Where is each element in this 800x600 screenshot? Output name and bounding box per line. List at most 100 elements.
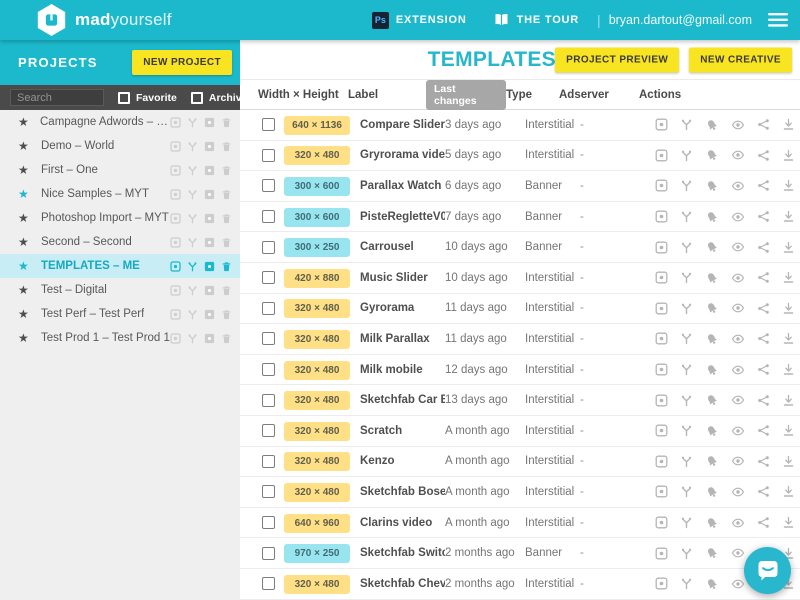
share-icon[interactable] [757, 118, 770, 131]
frame-settings-icon[interactable] [655, 118, 668, 131]
eye-icon[interactable] [731, 332, 745, 346]
share-icon[interactable] [757, 424, 770, 437]
table-row[interactable]: 320 × 480 Milk mobile 12 days ago Inters… [240, 355, 800, 386]
favorite-checkbox[interactable] [118, 91, 130, 104]
trash-icon[interactable] [221, 237, 232, 248]
box-icon[interactable] [204, 261, 215, 272]
sidebar-project-item[interactable]: ★ Second – Second [0, 230, 240, 254]
bell-icon[interactable] [705, 240, 719, 254]
bell-icon[interactable] [705, 485, 719, 499]
share-icon[interactable] [757, 271, 770, 284]
sidebar-project-item[interactable]: ★ Campagne Adwords – Madyours... [0, 110, 240, 134]
bell-icon[interactable] [705, 454, 719, 468]
bell-icon[interactable] [705, 301, 719, 315]
fork-icon[interactable] [680, 210, 693, 223]
menu-icon[interactable] [768, 13, 788, 27]
table-row[interactable]: 300 × 600 Parallax Watch 6 days ago Bann… [240, 171, 800, 202]
trash-icon[interactable] [221, 141, 232, 152]
frame-settings-icon[interactable] [170, 308, 181, 320]
box-icon[interactable] [204, 213, 215, 224]
download-icon[interactable] [782, 241, 795, 254]
sidebar-project-item[interactable]: ★ TEMPLATES – ME [0, 254, 240, 278]
fork-icon[interactable] [187, 117, 198, 128]
eye-icon[interactable] [731, 301, 745, 315]
frame-settings-icon[interactable] [655, 241, 668, 254]
bell-icon[interactable] [705, 363, 719, 377]
frame-settings-icon[interactable] [170, 188, 181, 200]
frame-settings-icon[interactable] [655, 302, 668, 315]
frame-settings-icon[interactable] [655, 455, 668, 468]
eye-icon[interactable] [731, 240, 745, 254]
download-icon[interactable] [782, 455, 795, 468]
star-icon[interactable]: ★ [18, 115, 29, 129]
bell-icon[interactable] [705, 393, 719, 407]
trash-icon[interactable] [221, 213, 232, 224]
sidebar-project-item[interactable]: ★ Test Prod 1 – Test Prod 1 [0, 326, 240, 350]
fork-icon[interactable] [680, 577, 693, 590]
favorite-filter[interactable]: Favorite [118, 91, 177, 104]
share-icon[interactable] [757, 302, 770, 315]
row-checkbox[interactable] [262, 485, 275, 499]
table-row[interactable]: 320 × 480 Kenzo A month ago Interstitial… [240, 447, 800, 478]
frame-settings-icon[interactable] [170, 284, 181, 296]
star-icon[interactable]: ★ [18, 139, 29, 153]
fork-icon[interactable] [187, 165, 198, 176]
star-icon[interactable]: ★ [18, 235, 29, 249]
frame-settings-icon[interactable] [655, 485, 668, 498]
trash-icon[interactable] [221, 285, 232, 296]
download-icon[interactable] [782, 485, 795, 498]
fork-icon[interactable] [680, 547, 693, 560]
bell-icon[interactable] [705, 332, 719, 346]
download-icon[interactable] [782, 302, 795, 315]
table-row[interactable]: 640 × 960 Clarins video A month ago Inte… [240, 508, 800, 539]
frame-settings-icon[interactable] [170, 236, 181, 248]
frame-settings-icon[interactable] [655, 332, 668, 345]
fork-icon[interactable] [187, 261, 198, 272]
download-icon[interactable] [782, 149, 795, 162]
project-preview-button[interactable]: PROJECT PREVIEW [555, 47, 680, 72]
eye-icon[interactable] [731, 118, 745, 132]
fork-icon[interactable] [680, 241, 693, 254]
bell-icon[interactable] [705, 271, 719, 285]
table-row[interactable]: 300 × 600 PisteRegletteV01 7 days ago Ba… [240, 202, 800, 233]
table-row[interactable]: 300 × 250 Carrousel 10 days ago Banner - [240, 232, 800, 263]
fork-icon[interactable] [680, 149, 693, 162]
eye-icon[interactable] [731, 454, 745, 468]
share-icon[interactable] [757, 210, 770, 223]
share-icon[interactable] [757, 363, 770, 376]
download-icon[interactable] [782, 332, 795, 345]
fork-icon[interactable] [187, 213, 198, 224]
star-icon[interactable]: ★ [18, 307, 29, 321]
eye-icon[interactable] [731, 179, 745, 193]
sidebar-project-item[interactable]: ★ Test – Digital [0, 278, 240, 302]
row-checkbox[interactable] [262, 363, 275, 377]
chat-bubble-icon[interactable] [744, 547, 791, 594]
new-project-button[interactable]: NEW PROJECT [132, 50, 232, 75]
bell-icon[interactable] [705, 148, 719, 162]
eye-icon[interactable] [731, 393, 745, 407]
logo[interactable]: madyourself [36, 3, 172, 37]
eye-icon[interactable] [731, 271, 745, 285]
frame-settings-icon[interactable] [170, 212, 181, 224]
table-row[interactable]: 320 × 480 Gyrorama 11 days ago Interstit… [240, 294, 800, 325]
trash-icon[interactable] [221, 189, 232, 200]
box-icon[interactable] [204, 285, 215, 296]
table-row[interactable]: 320 × 480 Milk Parallax 11 days ago Inte… [240, 324, 800, 355]
fork-icon[interactable] [187, 333, 198, 344]
frame-settings-icon[interactable] [655, 210, 668, 223]
download-icon[interactable] [782, 179, 795, 192]
table-row[interactable]: 970 × 250 Sketchfab Switch... 2 months a… [240, 538, 800, 569]
share-icon[interactable] [757, 332, 770, 345]
box-icon[interactable] [204, 189, 215, 200]
bell-icon[interactable] [705, 179, 719, 193]
account-email[interactable]: bryan.dartout@gmail.com [608, 13, 752, 27]
fork-icon[interactable] [187, 309, 198, 320]
box-icon[interactable] [204, 309, 215, 320]
bell-icon[interactable] [705, 118, 719, 132]
trash-icon[interactable] [221, 309, 232, 320]
fork-icon[interactable] [680, 271, 693, 284]
download-icon[interactable] [782, 118, 795, 131]
share-icon[interactable] [757, 516, 770, 529]
star-icon[interactable]: ★ [18, 331, 29, 345]
frame-settings-icon[interactable] [655, 271, 668, 284]
